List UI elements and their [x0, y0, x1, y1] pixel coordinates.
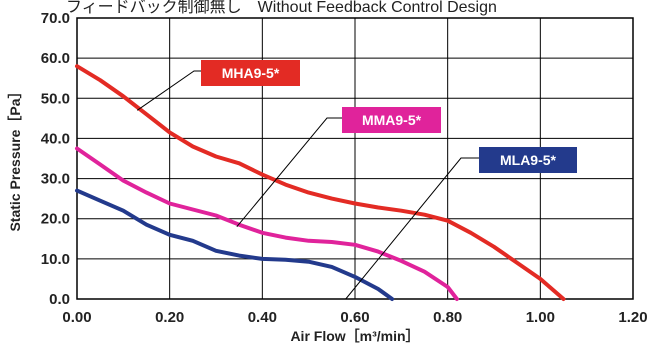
callout-label-mha9-5: MHA9-5* — [222, 65, 280, 81]
x-axis-ticks: 0.00 0.20 0.40 0.60 0.80 1.00 1.20 — [62, 309, 647, 326]
series-line-mma9-5 — [75, 146, 459, 301]
series-line-mha9-5 — [75, 64, 566, 301]
callout-leader-mla9-5 — [345, 157, 479, 300]
y-tick-label: 10.0 — [41, 251, 70, 268]
y-axis-label: Static Pressure［Pa］ — [7, 84, 23, 231]
callout-box-mha9-5 — [201, 60, 300, 86]
callout-label-mla9-5: MLA9-5* — [500, 152, 557, 168]
callout-label-mma9-5: MMA9-5* — [362, 112, 422, 128]
y-tick-label: 60.0 — [41, 50, 70, 67]
x-tick-label: 0.20 — [155, 309, 184, 326]
grid — [77, 18, 633, 299]
callout-leader-mha9-5 — [136, 70, 201, 111]
y-axis-ticks: 0.0 10.0 20.0 30.0 40.0 50.0 60.0 70.0 — [41, 10, 70, 308]
y-tick-label: 40.0 — [41, 130, 70, 147]
x-tick-label: 1.00 — [526, 309, 555, 326]
x-axis-label: Air Flow［m³/min］ — [290, 328, 419, 344]
y-tick-label: 20.0 — [41, 211, 70, 228]
callout-box-mma9-5 — [342, 107, 441, 133]
x-tick-label: 0.80 — [433, 309, 462, 326]
x-tick-label: 0.60 — [340, 309, 369, 326]
y-tick-label: 0.0 — [49, 291, 70, 308]
callout-leader-mma9-5 — [236, 117, 342, 228]
series-callouts: MHA9-5* MMA9-5* MLA9-5* — [136, 60, 577, 300]
series-lines — [75, 64, 566, 301]
x-tick-label: 0.00 — [62, 309, 91, 326]
y-tick-label: 50.0 — [41, 90, 70, 107]
x-tick-label: 1.20 — [618, 309, 647, 326]
callout-box-mla9-5 — [479, 147, 577, 173]
chart-title: フィードバック制御無し Without Feedback Control Des… — [66, 0, 497, 16]
y-tick-label: 70.0 — [41, 10, 70, 27]
y-tick-label: 30.0 — [41, 171, 70, 188]
series-line-mla9-5 — [75, 188, 395, 301]
x-tick-label: 0.40 — [248, 309, 277, 326]
